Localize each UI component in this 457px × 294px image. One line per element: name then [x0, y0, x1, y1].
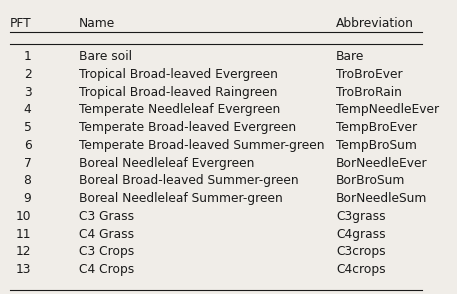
Text: Bare: Bare [336, 50, 364, 63]
Text: 4: 4 [24, 103, 32, 116]
Text: TempBroEver: TempBroEver [336, 121, 417, 134]
Text: Boreal Needleleaf Evergreen: Boreal Needleleaf Evergreen [79, 157, 254, 170]
Text: C4grass: C4grass [336, 228, 386, 241]
Text: Name: Name [79, 17, 115, 30]
Text: 8: 8 [24, 174, 32, 187]
Text: Tropical Broad-leaved Evergreen: Tropical Broad-leaved Evergreen [79, 68, 277, 81]
Text: C3 Grass: C3 Grass [79, 210, 134, 223]
Text: BorBroSum: BorBroSum [336, 174, 405, 187]
Text: TempNeedleEver: TempNeedleEver [336, 103, 439, 116]
Text: 9: 9 [24, 192, 32, 205]
Text: Bare soil: Bare soil [79, 50, 132, 63]
Text: TroBroRain: TroBroRain [336, 86, 402, 98]
Text: 2: 2 [24, 68, 32, 81]
Text: 12: 12 [16, 245, 32, 258]
Text: BorNeedleSum: BorNeedleSum [336, 192, 427, 205]
Text: C3 Crops: C3 Crops [79, 245, 134, 258]
Text: BorNeedleEver: BorNeedleEver [336, 157, 428, 170]
Text: Temperate Broad-leaved Evergreen: Temperate Broad-leaved Evergreen [79, 121, 296, 134]
Text: 6: 6 [24, 139, 32, 152]
Text: C4 Crops: C4 Crops [79, 263, 134, 276]
Text: 1: 1 [24, 50, 32, 63]
Text: 3: 3 [24, 86, 32, 98]
Text: C4crops: C4crops [336, 263, 386, 276]
Text: 10: 10 [16, 210, 32, 223]
Text: C3crops: C3crops [336, 245, 386, 258]
Text: Tropical Broad-leaved Raingreen: Tropical Broad-leaved Raingreen [79, 86, 277, 98]
Text: Boreal Broad-leaved Summer-green: Boreal Broad-leaved Summer-green [79, 174, 298, 187]
Text: TempBroSum: TempBroSum [336, 139, 417, 152]
Text: PFT: PFT [10, 17, 32, 30]
Text: TroBroEver: TroBroEver [336, 68, 403, 81]
Text: Temperate Broad-leaved Summer-green: Temperate Broad-leaved Summer-green [79, 139, 324, 152]
Text: 13: 13 [16, 263, 32, 276]
Text: 11: 11 [16, 228, 32, 241]
Text: C4 Grass: C4 Grass [79, 228, 134, 241]
Text: Temperate Needleleaf Evergreen: Temperate Needleleaf Evergreen [79, 103, 280, 116]
Text: C3grass: C3grass [336, 210, 386, 223]
Text: Boreal Needleleaf Summer-green: Boreal Needleleaf Summer-green [79, 192, 282, 205]
Text: 7: 7 [24, 157, 32, 170]
Text: 5: 5 [24, 121, 32, 134]
Text: Abbreviation: Abbreviation [336, 17, 414, 30]
